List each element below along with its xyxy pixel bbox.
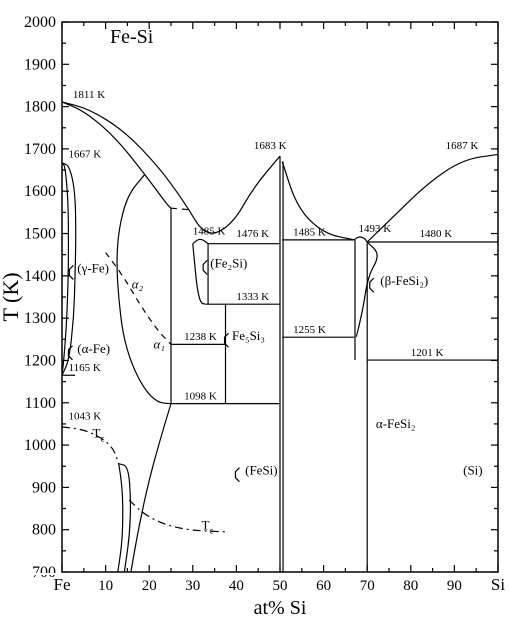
phase-label: Fe₅Si₃ <box>232 328 265 343</box>
phase-label: (FeSi) <box>245 463 278 478</box>
x-tick-label: 90 <box>447 578 462 594</box>
phase-curve <box>171 208 193 210</box>
temp-label: 1333 K <box>236 291 269 303</box>
phase-curve <box>131 404 171 572</box>
temp-label: 1493 K <box>358 223 391 235</box>
chart-title: Fe-Si <box>110 26 154 48</box>
phase-curve <box>193 239 208 243</box>
label-bracket <box>370 278 374 292</box>
y-tick-label: 900 <box>32 479 56 496</box>
temp-label: 1480 K <box>420 228 453 240</box>
y-tick-label: 1000 <box>24 437 56 454</box>
phase-label: Tc <box>93 425 105 443</box>
x-tick-label: 60 <box>316 578 331 594</box>
phase-label: (α-Fe) <box>77 341 110 356</box>
temp-label: 1476 K <box>236 228 269 240</box>
y-tick-label: 1200 <box>24 352 56 369</box>
phase-diagram: Fe 10 20 30 40 50 60 70 80 90 Si 700 800 900 1000 1100 1… <box>0 0 511 630</box>
x-tick-label: 10 <box>98 578 113 594</box>
y-tick-label: 1600 <box>24 183 56 200</box>
x-tick-label: 40 <box>229 578 244 594</box>
temp-label: 1043 K <box>69 411 102 423</box>
y-tick-label: 1500 <box>24 226 56 243</box>
temp-label: 1485 K <box>293 227 326 239</box>
phase-label: α₂ <box>132 277 144 292</box>
phase-curve <box>117 174 171 403</box>
temp-label: 1255 K <box>293 324 326 336</box>
temp-label: 1238 K <box>184 331 217 343</box>
y-axis-label: T (K) <box>0 272 23 321</box>
temp-label: 1098 K <box>184 390 217 402</box>
y-tick-label: 1100 <box>25 395 56 412</box>
x-tick-label: 20 <box>142 578 157 594</box>
y-tick-label: 1900 <box>24 56 56 73</box>
phase-label: (γ-Fe) <box>77 260 109 275</box>
x-tick-label: 70 <box>360 578 375 594</box>
x-tick-label: 50 <box>273 578 288 594</box>
temp-label: 1683 K <box>254 140 287 152</box>
y-tick-label: 700 <box>32 564 56 581</box>
phase-curve <box>118 464 123 572</box>
label-bracket <box>235 468 239 482</box>
temp-label: 1485 K <box>193 225 226 237</box>
y-tick-label: 1800 <box>24 99 56 116</box>
y-tick-label: 2000 <box>24 14 56 31</box>
x-tick-label: 80 <box>403 578 418 594</box>
x-tick-label: Fe <box>54 575 71 594</box>
phase-label: (Si) <box>463 463 483 478</box>
chart-svg: Fe 10 20 30 40 50 60 70 80 90 Si 700 800 900 1000 1100 1… <box>0 0 511 630</box>
temp-label: 1667 K <box>69 148 102 160</box>
label-bracket <box>203 260 207 274</box>
y-tick-label: 1700 <box>24 141 56 158</box>
phase-label: (Fe₂Si) <box>210 255 247 270</box>
y-tick-label: 1300 <box>24 310 56 327</box>
phase-curve <box>106 253 171 345</box>
temp-label: 1165 K <box>69 362 101 374</box>
phase-label: α₁ <box>154 337 165 352</box>
phase-curve <box>62 163 68 375</box>
y-tick-label: 1400 <box>24 268 56 285</box>
temp-label: 1811 K <box>73 89 105 101</box>
temp-label: 1687 K <box>446 140 479 152</box>
x-tick-label: 30 <box>185 578 200 594</box>
phase-curve <box>354 237 367 242</box>
phase-curve <box>62 427 119 464</box>
x-axis-label: at% Si <box>254 597 307 619</box>
label-bracket <box>69 265 73 279</box>
phase-label: α-FeSi₂ <box>376 416 416 431</box>
phase-label: (β-FeSi₂) <box>380 273 428 288</box>
temp-label: 1201 K <box>411 347 444 359</box>
x-tick-label: Si <box>491 575 505 594</box>
phase-curve <box>193 244 206 305</box>
phase-label: Tc <box>202 518 214 536</box>
phase-curve <box>62 163 76 375</box>
y-tick-label: 800 <box>32 522 56 539</box>
